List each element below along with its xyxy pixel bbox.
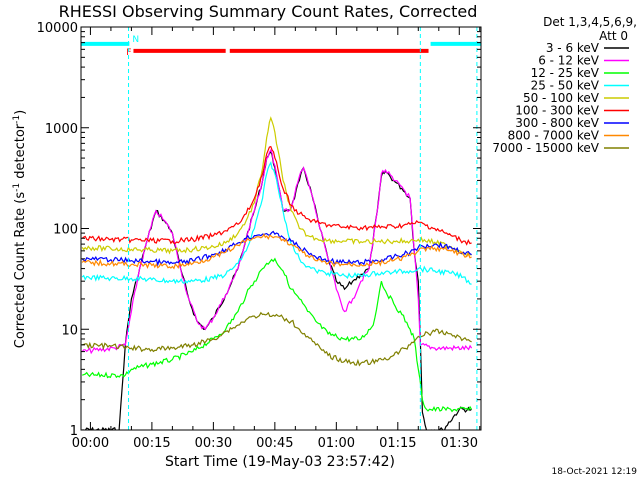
legend-label-50-100-kev: 50 - 100 keV xyxy=(523,91,600,105)
legend-label-25-50-kev: 25 - 50 keV xyxy=(531,79,600,93)
chart-title: RHESSI Observing Summary Count Rates, Co… xyxy=(59,2,478,21)
legend-label-800-7000-kev: 800 - 7000 keV xyxy=(508,129,600,143)
x-tick-label-00-15: 00:15 xyxy=(133,436,170,451)
flag-label-f: F xyxy=(126,48,131,58)
x-tick-label-01-00: 01:00 xyxy=(318,436,355,451)
series-line-100-300-kev xyxy=(81,145,472,246)
legend-label-3-6-kev: 3 - 6 keV xyxy=(546,41,600,55)
x-tick-label-01-30: 01:30 xyxy=(441,436,478,451)
flag-label-n: N xyxy=(132,35,139,45)
legend-label-12-25-kev: 12 - 25 keV xyxy=(531,66,600,80)
series-line-50-100-kev xyxy=(81,116,472,257)
timestamp: 18-Oct-2021 12:19 xyxy=(552,467,638,477)
y-axis-label: Corrected Count Rate (s-1 detector-1) xyxy=(12,110,28,348)
y-tick-label-1: 1 xyxy=(70,424,78,439)
legend-label-300-800-kev: 300 - 800 keV xyxy=(515,116,599,130)
y-tick-label-10: 10 xyxy=(61,323,78,338)
series-line-6-12-kev xyxy=(81,148,473,355)
x-tick-label-00-45: 00:45 xyxy=(256,436,293,451)
y-tick-label-100: 100 xyxy=(53,223,78,238)
plot-area: NF xyxy=(81,27,481,430)
x-tick-label-01-15: 01:15 xyxy=(379,436,416,451)
series-line-300-800-kev xyxy=(81,230,472,267)
x-tick-label-00-30: 00:30 xyxy=(195,436,232,451)
legend-label-100-300-kev: 100 - 300 keV xyxy=(515,104,599,118)
x-tick-label-00-00: 00:00 xyxy=(72,436,109,451)
series-line-7000-15000-kev xyxy=(82,311,472,367)
legend-label-7000-15000-kev: 7000 - 15000 keV xyxy=(492,141,599,155)
x-axis-label: Start Time (19-May-03 23:57:42) xyxy=(165,454,395,470)
legend-label-6-12-kev: 6 - 12 keV xyxy=(538,54,600,68)
series-line-800-7000-kev xyxy=(81,233,472,270)
series-line-25-50-kev xyxy=(81,161,472,285)
legend-header-line-2: Att 0 xyxy=(599,29,628,43)
series-line-12-25-kev xyxy=(82,257,473,413)
y-tick-label-1000: 1000 xyxy=(45,122,78,137)
y-tick-label-10000: 10000 xyxy=(37,21,78,36)
legend-header-line-1: Det 1,3,4,5,6,9, xyxy=(543,15,637,29)
